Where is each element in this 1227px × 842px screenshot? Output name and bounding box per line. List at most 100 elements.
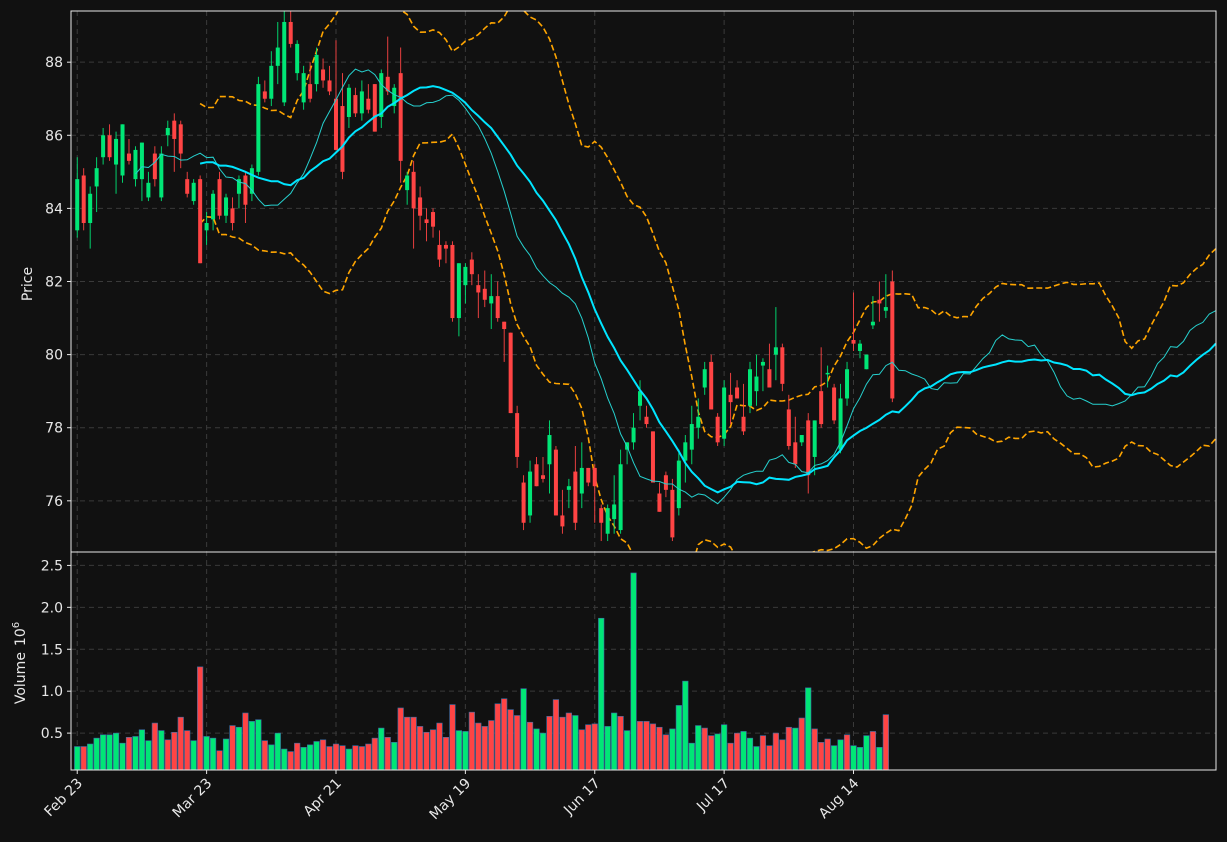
candle-body xyxy=(301,73,306,103)
volume-bar xyxy=(539,732,547,771)
candle-body xyxy=(741,416,746,432)
volume-bar xyxy=(145,740,152,771)
volume-bar xyxy=(462,731,469,771)
volume-bar xyxy=(345,748,353,771)
price-tick-label: 78 xyxy=(45,421,63,437)
volume-bar xyxy=(287,751,294,771)
price-tick-label: 80 xyxy=(45,348,63,364)
candle-body xyxy=(780,347,785,384)
volume-bar xyxy=(112,732,120,771)
volume-bar xyxy=(197,666,204,771)
volume-tick-label: 2.0 xyxy=(41,600,63,616)
candle-body xyxy=(793,442,798,465)
volume-bar xyxy=(332,743,340,771)
candle-body xyxy=(88,193,93,224)
volume-bar xyxy=(151,722,158,771)
candle-body xyxy=(431,212,436,227)
candle-body xyxy=(812,420,817,457)
candle-body xyxy=(172,120,177,139)
volume-bar xyxy=(319,739,327,771)
volume-bar xyxy=(384,736,391,771)
candle-body xyxy=(230,208,235,224)
volume-bar xyxy=(740,731,747,771)
volume-bar xyxy=(695,725,702,771)
volume-bar xyxy=(455,730,462,771)
volume-bar xyxy=(358,746,365,771)
volume-bar xyxy=(559,716,566,771)
volume-bar xyxy=(843,734,851,771)
candle-body xyxy=(644,416,649,425)
volume-bar xyxy=(520,688,527,771)
volume-bar xyxy=(792,727,799,771)
candle-body xyxy=(327,80,332,92)
volume-bar xyxy=(87,743,94,771)
candle-body xyxy=(735,387,740,399)
candle-body xyxy=(411,171,416,209)
volume-tick-label: 1.0 xyxy=(41,684,63,700)
volume-bar xyxy=(850,745,857,771)
candle-body xyxy=(806,420,811,476)
volume-bar xyxy=(585,724,592,771)
candle-body xyxy=(114,138,119,165)
volume-bar xyxy=(268,744,275,771)
volume-bar xyxy=(442,736,450,771)
volume-bar xyxy=(598,617,605,771)
volume-bar xyxy=(468,711,475,771)
volume-bar xyxy=(475,722,482,771)
candle-body xyxy=(126,153,131,161)
volume-bar xyxy=(514,715,521,771)
candle-body xyxy=(631,427,636,443)
volume-bar xyxy=(222,738,230,771)
volume-bar xyxy=(274,732,281,771)
volume-bar xyxy=(404,716,411,771)
candle-body xyxy=(663,475,668,490)
candle-body xyxy=(618,464,623,531)
candle-body xyxy=(243,175,248,205)
candle-body xyxy=(845,369,850,399)
volume-bar xyxy=(255,719,262,771)
candle-body xyxy=(689,424,694,450)
volume-bar xyxy=(410,716,417,771)
volume-bar xyxy=(106,734,113,771)
candle-body xyxy=(418,197,423,216)
candle-body xyxy=(851,339,856,344)
candle-body xyxy=(463,266,468,286)
upper-band-line xyxy=(199,11,1216,439)
candle-body xyxy=(295,43,300,74)
volume-bar xyxy=(727,742,734,771)
candle-body xyxy=(728,394,733,403)
candle-body xyxy=(366,98,371,110)
volume-bar xyxy=(100,734,107,771)
volume-bar xyxy=(701,727,708,771)
volume-bar xyxy=(669,728,676,771)
candle-body xyxy=(553,449,558,516)
candle-body xyxy=(534,464,539,487)
candle-body xyxy=(760,361,765,366)
volume-tick-label: 2.5 xyxy=(41,558,63,574)
volume-bar xyxy=(565,712,572,771)
volume-bar xyxy=(708,735,715,771)
candle-body xyxy=(476,285,481,293)
price-tick-label: 86 xyxy=(45,128,63,144)
candle-body xyxy=(592,467,597,487)
volume-bar xyxy=(811,728,818,771)
candle-body xyxy=(282,21,287,103)
volume-bar xyxy=(798,717,805,771)
candle-body xyxy=(747,369,753,406)
candle-body xyxy=(288,21,293,44)
volume-bar xyxy=(203,736,210,771)
candle-body xyxy=(676,460,681,509)
grid-lines xyxy=(71,11,1216,770)
candle-body xyxy=(139,142,144,180)
ma-slow-line xyxy=(199,85,1216,494)
volume-bar xyxy=(876,747,883,771)
volume-bar xyxy=(119,742,126,771)
candle-body xyxy=(521,482,526,523)
volume-bar xyxy=(688,742,695,771)
volume-bar xyxy=(326,746,333,771)
volume-bar xyxy=(617,716,624,771)
volume-bar xyxy=(746,737,754,771)
volume-bar xyxy=(184,730,191,771)
candle-body xyxy=(392,87,397,107)
